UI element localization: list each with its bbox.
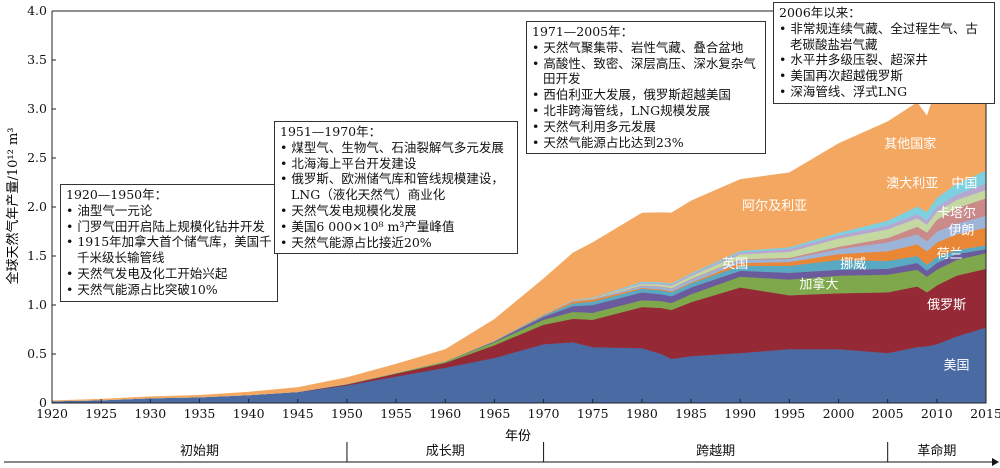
era-note-item: 油型气一元论 xyxy=(66,203,272,219)
era-note-item: 天然气发电规模化发展 xyxy=(280,203,512,219)
x-tick-label: 1990 xyxy=(724,406,756,421)
x-tick-label: 2005 xyxy=(872,406,904,421)
series-label: 挪威 xyxy=(840,257,866,272)
era-note-item: 煤型气、生物气、石油裂解气多元发展 xyxy=(280,140,512,156)
series-label: 英国 xyxy=(722,257,748,272)
y-tick-label: 1.5 xyxy=(27,248,47,263)
era-note-item: 俄罗斯、欧洲储气库和管线规模建设，LNG（液化天然气）商业化 xyxy=(280,171,512,203)
era-note-item: 美国6 000×10⁸ m³产量峰值 xyxy=(280,219,512,235)
x-tick-label: 2015 xyxy=(970,406,1000,421)
x-tick-label: 2000 xyxy=(823,406,855,421)
era-note-title: 1971—2005年： xyxy=(532,24,634,39)
x-tick-label: 1980 xyxy=(626,406,658,421)
period-label: 初始期 xyxy=(180,444,219,459)
era-note-1920-1950: 1920—1950年： 油型气一元论 门罗气田开启陆上规模化钻井开发 1915年… xyxy=(60,184,278,302)
y-tick-label: 3.0 xyxy=(27,101,47,116)
era-note-item: 天然气能源占比接近20% xyxy=(280,235,512,251)
series-label: 阿尔及利亚 xyxy=(742,199,807,214)
tick-labels: 1920 1925 1930 1935 1940 1945 1950 1955 1960 1965… xyxy=(27,3,1000,421)
x-tick-label: 1940 xyxy=(233,406,265,421)
series-label: 澳大利亚 xyxy=(886,175,938,191)
era-note-item: 高酸性、致密、深层高压、深水复杂气田开发 xyxy=(532,56,760,88)
era-note-1971-2005: 1971—2005年： 天然气聚集带、岩性气藏、叠合盆地 高酸性、致密、深层高压… xyxy=(526,21,766,155)
x-tick-label: 1975 xyxy=(577,406,609,421)
x-tick-label: 1945 xyxy=(282,406,314,421)
x-tick-label: 1935 xyxy=(184,406,216,421)
series-label: 中国 xyxy=(951,176,977,191)
series-label: 荷兰 xyxy=(937,247,963,262)
era-note-item: 深海管线、浮式LNG xyxy=(779,84,989,100)
y-tick-label: 1.0 xyxy=(27,297,47,312)
era-note-item: 西伯利亚大发展，俄罗斯超越美国 xyxy=(532,87,760,103)
era-note-2006-present: 2006年以来： 非常规连续气藏、全过程生气、古老碳酸盐岩气藏 水平井多级压裂、… xyxy=(773,2,995,104)
era-note-item: 美国再次超越俄罗斯 xyxy=(779,68,989,84)
series-label: 卡塔尔 xyxy=(937,206,976,221)
series-label: 其他国家 xyxy=(884,136,936,152)
x-tick-label: 1925 xyxy=(85,406,117,421)
era-note-1951-1970: 1951—1970年： 煤型气、生物气、石油裂解气多元发展 北海海上平台开发建设… xyxy=(274,121,518,255)
x-axis-label: 年份 xyxy=(505,429,531,444)
series-label: 俄罗斯 xyxy=(927,298,966,313)
era-note-item: 天然气利用多元发展 xyxy=(532,119,760,135)
era-note-item: 天然气能源占比突破10% xyxy=(66,282,272,298)
period-label: 革命期 xyxy=(917,443,956,459)
x-tick-label: 1955 xyxy=(380,406,412,421)
y-tick-label: 4.0 xyxy=(27,3,47,18)
period-timeline: 初始期 成长期 跨越期 革命期 xyxy=(4,442,999,466)
series-label: 伊朗 xyxy=(948,223,974,238)
x-tick-label: 1920 xyxy=(36,406,68,421)
era-note-item: 北非跨海管线，LNG规模发展 xyxy=(532,103,760,119)
x-tick-label: 1950 xyxy=(331,406,363,421)
era-note-item: 1915年加拿大首个储气库，美国千千米级长输管线 xyxy=(66,234,272,266)
era-note-item: 门罗气田开启陆上规模化钻井开发 xyxy=(66,219,272,235)
era-note-title: 1951—1970年： xyxy=(280,124,382,139)
era-note-item: 天然气能源占比达到23% xyxy=(532,135,760,151)
era-note-item: 天然气发电及化工开始兴起 xyxy=(66,266,272,282)
series-label: 加拿大 xyxy=(799,276,838,292)
era-note-item: 北海海上平台开发建设 xyxy=(280,156,512,172)
x-tick-label: 1970 xyxy=(528,406,560,421)
x-tick-label: 1930 xyxy=(134,406,166,421)
era-note-item: 水平井多级压裂、超深井 xyxy=(779,52,989,68)
x-tick-label: 1965 xyxy=(479,406,511,421)
period-label: 跨越期 xyxy=(696,444,735,459)
x-tick-label: 1995 xyxy=(773,406,805,421)
era-note-item: 非常规连续气藏、全过程生气、古老碳酸盐岩气藏 xyxy=(779,21,989,53)
y-tick-label: 0 xyxy=(39,395,47,410)
timeline-arrowhead xyxy=(992,458,999,466)
y-tick-label: 3.5 xyxy=(27,52,47,67)
era-note-title: 2006年以来： xyxy=(779,5,861,20)
x-tick-label: 1960 xyxy=(429,406,461,421)
era-note-title: 1920—1950年： xyxy=(66,187,168,202)
x-tick-label: 2010 xyxy=(921,406,953,421)
y-axis-label: 全球天然气年产量/10¹² m³ xyxy=(5,127,21,284)
period-label: 成长期 xyxy=(426,444,465,459)
y-tick-label: 0.5 xyxy=(27,346,47,361)
series-label: 美国 xyxy=(943,359,969,374)
x-tick-label: 1985 xyxy=(675,406,707,421)
y-tick-label: 2.0 xyxy=(27,199,47,214)
era-note-item: 天然气聚集带、岩性气藏、叠合盆地 xyxy=(532,40,760,56)
y-tick-label: 2.5 xyxy=(27,150,47,165)
